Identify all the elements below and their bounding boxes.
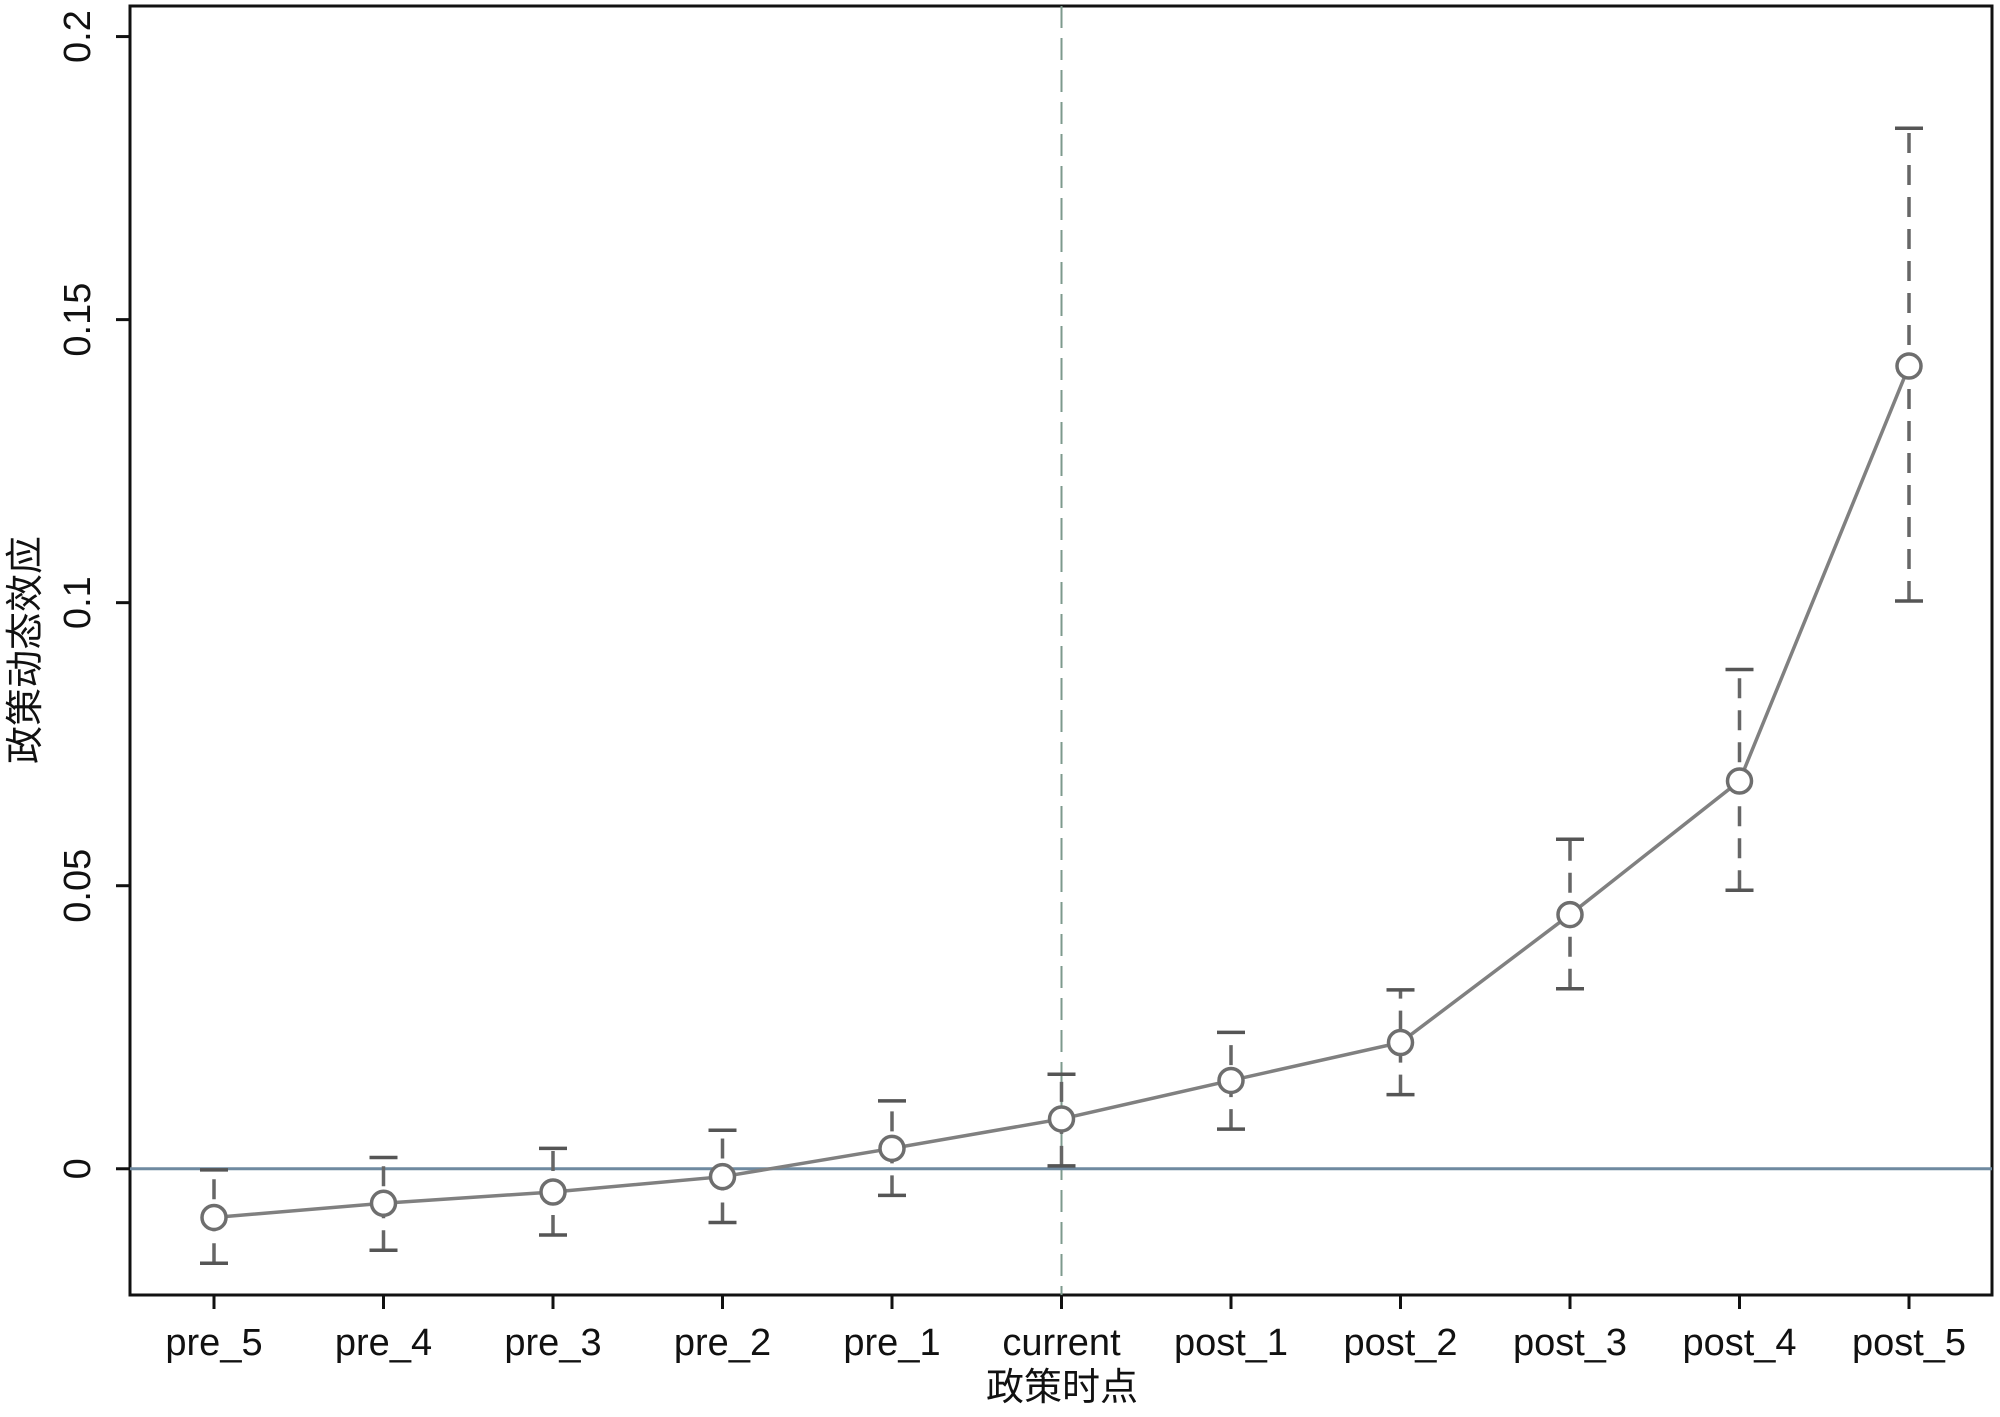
x-tick-label: post_4	[1682, 1322, 1796, 1364]
x-tick-label: pre_4	[335, 1322, 432, 1364]
point-marker	[369, 1189, 398, 1218]
x-tick-label: pre_3	[504, 1322, 601, 1364]
x-axis-label: 政策时点	[986, 1367, 1138, 1409]
point-marker	[708, 1162, 737, 1191]
point-marker	[1047, 1105, 1076, 1133]
x-tick-label: post_1	[1174, 1322, 1288, 1364]
y-axis-label: 政策动态效应	[5, 536, 47, 764]
x-tick-label: pre_5	[165, 1322, 262, 1364]
x-tick-label: post_5	[1852, 1322, 1966, 1364]
point-marker	[878, 1134, 906, 1163]
x-tick-label: pre_2	[674, 1322, 771, 1364]
y-tick-label: 0.2	[57, 10, 99, 63]
x-tick-label: post_3	[1513, 1322, 1627, 1364]
x-tick-label: current	[1002, 1322, 1121, 1364]
x-tick-label: pre_1	[843, 1322, 940, 1364]
y-tick-label: 0.05	[57, 849, 99, 923]
point-marker	[200, 1203, 228, 1232]
x-tick-label: post_2	[1343, 1322, 1457, 1364]
y-tick-label: 0	[57, 1158, 99, 1179]
point-marker	[1217, 1066, 1245, 1095]
y-tick-label: 0.15	[57, 283, 99, 357]
y-tick-label: 0.1	[57, 576, 99, 629]
point-marker	[1386, 1028, 1415, 1057]
point-marker	[1556, 900, 1584, 929]
point-marker	[1895, 352, 1923, 380]
point-marker	[1725, 767, 1754, 795]
point-marker	[539, 1178, 567, 1206]
